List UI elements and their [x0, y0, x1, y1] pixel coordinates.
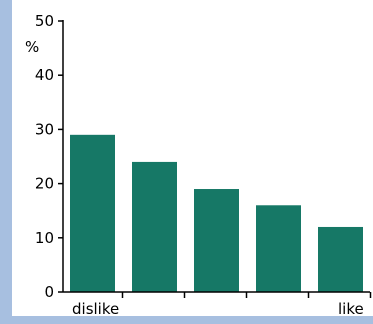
bar-3: [194, 189, 239, 292]
bar-1: [70, 134, 115, 292]
bar-group: [70, 134, 363, 292]
y-tick-label: 40: [35, 66, 54, 84]
bottom-border-band: [0, 316, 373, 324]
y-tick-label: 20: [35, 175, 54, 193]
x-category-label-first: dislike: [72, 300, 119, 318]
bar-4: [256, 205, 301, 292]
y-tick-label: 0: [44, 283, 54, 301]
y-tick-label: 30: [35, 120, 54, 138]
y-tick-group: 0 10 20 30 40 50: [35, 12, 63, 301]
x-tick-group: [121, 292, 372, 298]
y-axis-unit-label: %: [25, 38, 39, 56]
y-tick-label: 50: [35, 12, 54, 30]
bar-5: [318, 226, 363, 292]
left-border-band: [0, 0, 12, 324]
bar-2: [132, 161, 177, 292]
y-tick-label: 10: [35, 229, 54, 247]
x-category-label-last: like: [338, 300, 364, 318]
